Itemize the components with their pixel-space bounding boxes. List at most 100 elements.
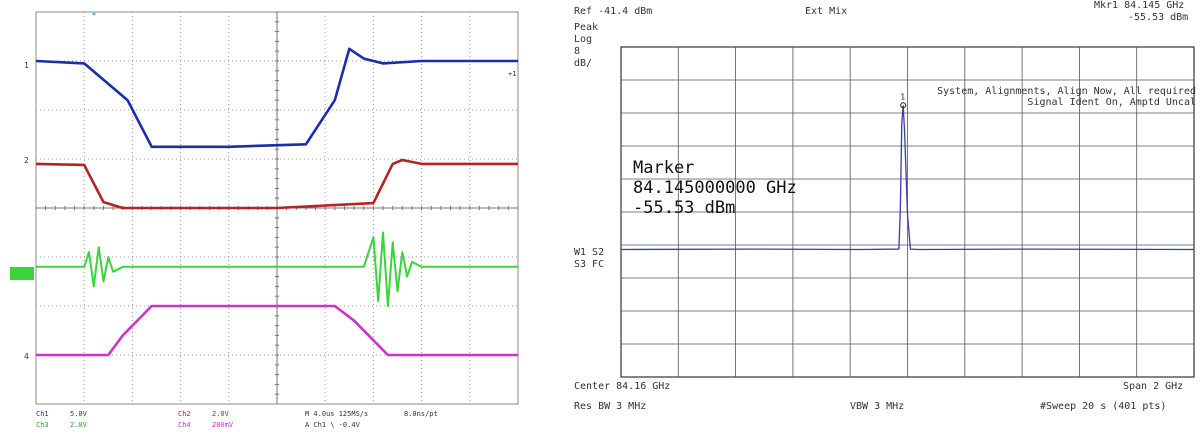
osc-grid-dot <box>180 156 182 157</box>
osc-grid-dot <box>469 124 471 125</box>
osc-grid-dot <box>180 212 182 213</box>
osc-grid-dot <box>228 204 230 205</box>
osc-grid-dot <box>344 60 345 62</box>
osc-grid-dot <box>148 256 149 258</box>
osc-grid-dot <box>404 158 405 160</box>
osc-grid-dot <box>83 68 85 69</box>
osc-grid-dot <box>324 220 326 221</box>
osc-grid-dot <box>421 56 423 57</box>
osc-grid-dot <box>228 316 230 317</box>
osc-grid-dot <box>416 256 417 258</box>
osc-grid-dot <box>83 92 85 93</box>
osc-grid-dot <box>131 96 133 97</box>
osc-grid-dot <box>372 192 374 193</box>
osc-grid-dot <box>252 256 253 258</box>
osc-grid-dot <box>184 60 185 62</box>
osc-grid-dot <box>468 256 469 258</box>
osc-grid-dot <box>192 158 193 160</box>
osc-grid-dot <box>212 354 213 356</box>
osc-grid-dot <box>68 60 69 62</box>
osc-grid-dot <box>40 109 41 111</box>
osc-grid-dot <box>372 32 374 33</box>
osc-grid-dot <box>360 60 361 62</box>
osc-grid-dot <box>96 158 97 160</box>
osc-grid-dot <box>372 284 374 285</box>
osc-grid-dot <box>180 376 182 377</box>
osc-grid-dot <box>131 100 133 101</box>
osc-grid-dot <box>83 28 85 29</box>
osc-grid-dot <box>80 158 81 160</box>
osc-grid-dot <box>131 112 133 113</box>
osc-grid-dot <box>421 20 423 21</box>
osc-grid-dot <box>421 200 423 201</box>
osc-grid-dot <box>224 158 225 160</box>
osc-grid-dot <box>83 236 85 237</box>
span-readout: Span 2 GHz <box>1123 381 1184 392</box>
osc-grid-dot <box>228 64 230 65</box>
osc-grid-dot <box>228 388 230 389</box>
osc-grid-dot <box>52 305 53 307</box>
osc-grid-dot <box>500 305 501 307</box>
osc-grid-dot <box>83 348 85 349</box>
osc-grid-dot <box>76 60 77 62</box>
osc-grid-dot <box>344 109 345 111</box>
osc-grid-dot <box>64 305 65 307</box>
osc-grid-dot <box>288 60 289 62</box>
osc-grid-dot <box>324 124 326 125</box>
osc-grid-dot <box>96 305 97 307</box>
osc-grid-dot <box>296 60 297 62</box>
osc-grid-dot <box>131 304 133 305</box>
osc-grid-dot <box>256 60 257 62</box>
osc-grid-dot <box>348 354 349 356</box>
osc-grid-dot <box>372 354 373 356</box>
osc-grid-dot <box>76 305 77 307</box>
osc-grid-dot <box>83 316 85 317</box>
osc-grid-dot <box>180 236 182 237</box>
osc-grid-dot <box>228 252 230 253</box>
osc-grid-dot <box>131 312 133 313</box>
osc-grid-dot <box>236 354 237 356</box>
osc-grid-dot <box>300 256 301 258</box>
osc-grid-dot <box>83 388 85 389</box>
osc-grid-dot <box>104 256 105 258</box>
osc-grid-dot <box>228 288 230 289</box>
osc-grid-dot <box>240 256 241 258</box>
osc-grid-dot <box>131 196 133 197</box>
osc-grid-dot <box>136 109 137 111</box>
osc-grid-dot <box>68 305 69 307</box>
osc-grid-dot <box>504 158 505 160</box>
osc-grid-dot <box>116 158 117 160</box>
osc-grid-dot <box>228 96 230 97</box>
osc-grid-dot <box>248 158 249 160</box>
osc-grid-dot <box>469 92 471 93</box>
osc-grid-dot <box>212 256 213 258</box>
osc-grid-dot <box>356 109 357 111</box>
osc-grid-dot <box>316 109 317 111</box>
osc-grid-dot <box>112 256 113 258</box>
osc-grid-dot <box>131 56 133 57</box>
osc-grid-dot <box>324 276 326 277</box>
osc-grid-dot <box>421 92 423 93</box>
osc-grid-dot <box>372 28 374 29</box>
osc-grid-dot <box>192 60 193 62</box>
osc-grid-dot <box>469 388 471 389</box>
osc-grid-dot <box>192 256 193 258</box>
spectrum-grid <box>621 47 1194 377</box>
osc-grid-dot <box>372 108 374 109</box>
osc-grid-dot <box>83 364 85 365</box>
osc-grid-dot <box>324 212 326 213</box>
osc-grid-dot <box>421 300 423 301</box>
osc-grid-dot <box>228 320 230 321</box>
osc-grid-dot <box>180 112 182 113</box>
osc-grid-dot <box>180 360 182 361</box>
osc-grid-dot <box>304 256 305 258</box>
osc-grid-dot <box>332 60 333 62</box>
osc-grid-dot <box>421 308 423 309</box>
osc-grid-dot <box>372 384 374 385</box>
osc-grid-dot <box>92 109 93 111</box>
system-message-line2: Signal Ident On, Amptd Uncal <box>1027 97 1196 108</box>
osc-grid-dot <box>180 400 182 401</box>
osc-grid-dot <box>228 144 230 145</box>
osc-grid-dot <box>228 380 230 381</box>
oscilloscope-plot: 1 2 4 +1 <box>10 11 519 405</box>
